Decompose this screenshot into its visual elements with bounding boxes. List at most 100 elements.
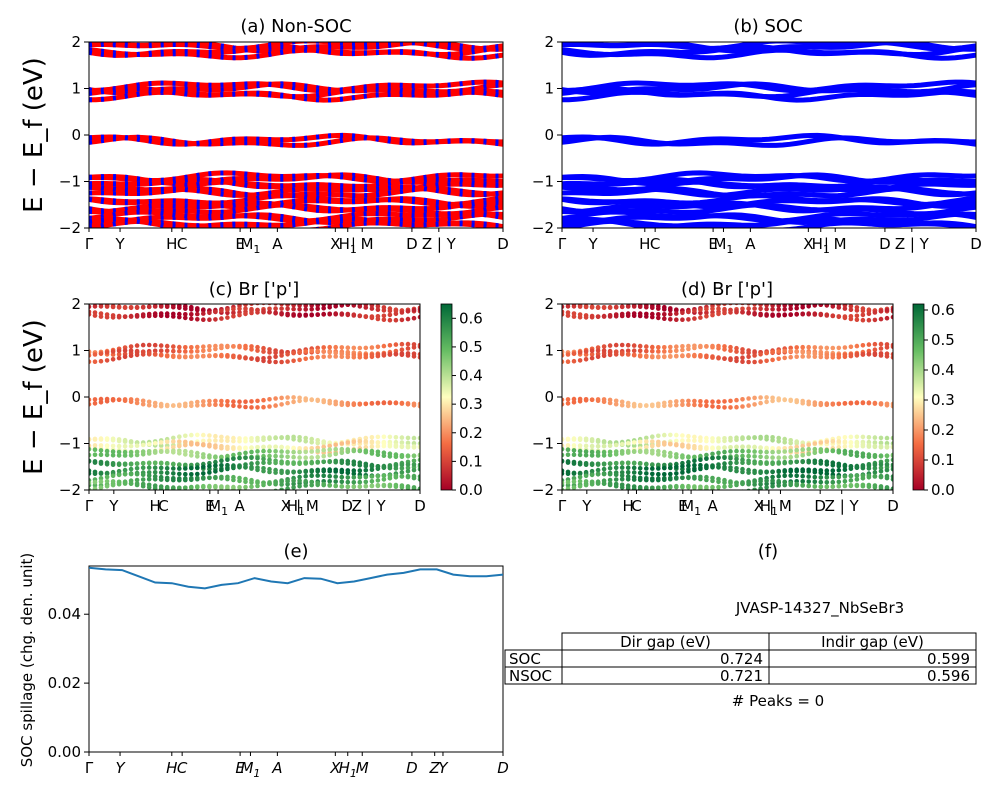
weight-point [806, 483, 811, 489]
weight-point [315, 454, 321, 460]
weight-point [411, 315, 417, 321]
weight-point [249, 399, 254, 404]
weight-point [812, 484, 818, 489]
weight-point [164, 311, 170, 316]
weight-point [183, 466, 188, 471]
weight-point [411, 401, 417, 407]
weight-point [104, 314, 110, 320]
weight-point [128, 449, 134, 455]
weight-point [195, 307, 200, 313]
weight-point [656, 439, 661, 445]
weight-point [782, 355, 787, 361]
weight-point [225, 354, 230, 359]
weight-point [734, 435, 739, 441]
weight-point [758, 359, 763, 364]
colorbar-tick-label: 0.3 [931, 391, 955, 409]
weight-point [303, 435, 309, 441]
weight-point [686, 438, 691, 443]
weight-point [595, 453, 601, 458]
weight-point [824, 484, 830, 490]
weight-point [619, 485, 625, 490]
weight-point [890, 452, 893, 458]
weight-point [758, 400, 763, 406]
x-tick-label: C [650, 235, 660, 253]
band-line [89, 85, 503, 100]
weight-point [644, 435, 649, 441]
weight-point [255, 460, 260, 466]
weight-point [607, 343, 613, 348]
weight-point [619, 304, 625, 310]
weight-point [674, 308, 679, 313]
weight-point [836, 474, 842, 480]
band-line [562, 216, 976, 228]
weight-point [297, 304, 302, 308]
weight-point [788, 345, 793, 351]
weight-point [243, 445, 248, 451]
weight-point [183, 349, 188, 354]
weight-point [644, 344, 649, 349]
x-tick-label: H [150, 497, 161, 515]
x-tick-label: Z | Y [422, 235, 457, 253]
weight-point [219, 402, 224, 408]
weight-point [758, 459, 763, 465]
weight-point [152, 470, 158, 475]
weight-point [806, 442, 811, 448]
weight-point [758, 395, 763, 400]
weight-point [734, 444, 739, 450]
weight-point [710, 455, 715, 461]
weight-point [812, 474, 818, 480]
weight-point [333, 350, 339, 356]
weight-point [134, 477, 140, 483]
weight-point [267, 457, 272, 463]
weight-point [884, 401, 890, 407]
weight-point [800, 473, 805, 479]
weight-point [571, 351, 577, 356]
weight-point [562, 471, 565, 476]
weight-point [746, 444, 751, 450]
weight-point [183, 439, 188, 445]
weight-point [279, 402, 284, 407]
weight-point [225, 399, 230, 404]
band-line [562, 193, 976, 208]
weight-point [782, 459, 787, 465]
weight-point [261, 444, 266, 450]
weight-point [219, 463, 224, 468]
weight-point [333, 304, 338, 307]
weight-point [98, 479, 104, 484]
weight-point [315, 473, 321, 478]
weight-point [327, 349, 333, 355]
weight-point [309, 473, 315, 479]
weight-point [794, 444, 799, 450]
weight-point [177, 471, 182, 477]
weight-point [297, 349, 302, 355]
weight-point [866, 435, 872, 440]
weight-point [164, 449, 170, 455]
weight-point [650, 471, 655, 477]
weight-point [207, 455, 212, 460]
weight-point [836, 314, 842, 319]
weight-point [698, 435, 703, 440]
weight-point [104, 474, 110, 480]
weight-point [164, 486, 170, 490]
weight-point [134, 304, 140, 310]
weight-point [674, 471, 679, 476]
axes-frame [88, 565, 504, 753]
weight-point [231, 399, 236, 404]
weight-point [650, 402, 655, 408]
weight-point [219, 476, 224, 481]
weight-point [363, 352, 369, 358]
weight-point [171, 461, 176, 467]
weight-point [860, 312, 866, 318]
weight-point [752, 306, 757, 311]
band-line [89, 176, 503, 190]
weight-point [177, 466, 182, 471]
x-tick-label: D [879, 235, 891, 253]
weight-point [842, 464, 848, 469]
weight-point [866, 484, 872, 490]
weight-point [92, 471, 98, 477]
weight-point [189, 484, 194, 490]
weight-point [746, 359, 751, 365]
weight-point [656, 462, 661, 468]
weight-point [177, 305, 182, 311]
weight-point [577, 437, 583, 443]
